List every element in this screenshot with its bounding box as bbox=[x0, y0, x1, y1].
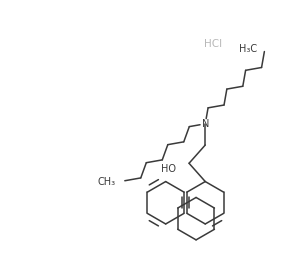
Text: CH₃: CH₃ bbox=[98, 177, 116, 187]
Text: H₃C: H₃C bbox=[239, 43, 257, 53]
Text: HCl: HCl bbox=[204, 39, 222, 49]
Text: HO: HO bbox=[161, 164, 176, 174]
Text: N: N bbox=[202, 119, 209, 129]
